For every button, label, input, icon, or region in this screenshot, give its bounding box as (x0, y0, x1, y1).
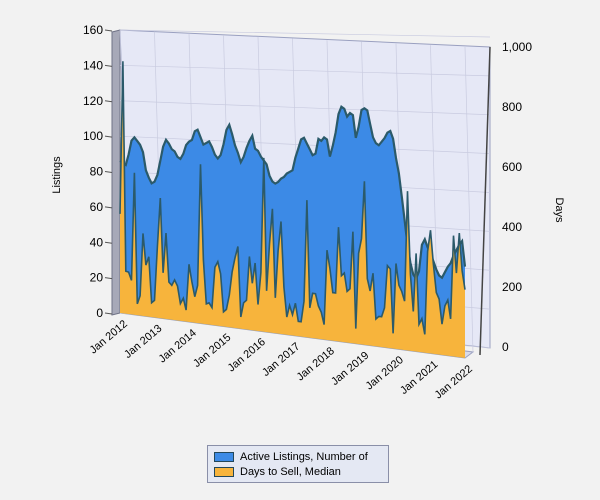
grid-line-h (119, 29, 491, 38)
legend-label-active-listings: Active Listings, Number of (240, 450, 368, 463)
y-tick-mark (104, 29, 113, 32)
y-tick-mark (104, 241, 113, 244)
y-tick-label: 0 (96, 306, 103, 320)
y2-tick-label: 800 (502, 100, 522, 114)
y-tick-label: 160 (83, 23, 103, 37)
plot-left-wall (111, 29, 121, 316)
legend-swatch-days-to-sell (214, 466, 234, 477)
grid-line-v (464, 46, 474, 354)
y2-tick-label: 0 (502, 340, 509, 354)
y-tick-label: 120 (83, 94, 103, 108)
y-tick-label: 100 (83, 129, 103, 143)
y-tick-mark (104, 171, 113, 173)
y2-tick-label: 200 (502, 280, 522, 294)
series-days-to-sell-line (119, 61, 466, 335)
series-days-to-sell-area (120, 61, 465, 359)
y-tick-mark (104, 135, 113, 138)
y-tick-mark (104, 312, 113, 315)
y2-tick-label: 600 (502, 160, 522, 174)
y2-tick-label: 1,000 (502, 40, 532, 54)
y2-axis-title: Days (553, 197, 565, 223)
grid-line-h (119, 100, 491, 116)
y-tick-label: 40 (90, 235, 104, 249)
legend: Active Listings, Number of Days to Sell,… (207, 445, 389, 483)
grid-line-h (119, 65, 491, 77)
legend-swatch-active-listings (214, 451, 234, 462)
y-tick-mark (104, 277, 113, 280)
y-tick-label: 140 (83, 58, 103, 72)
legend-item-days-to-sell: Days to Sell, Median (214, 464, 382, 479)
legend-label-days-to-sell: Days to Sell, Median (240, 465, 341, 478)
y-tick-mark (104, 206, 113, 209)
legend-item-active-listings: Active Listings, Number of (214, 449, 382, 464)
y-tick-mark (104, 100, 113, 103)
y2-axis-line (479, 46, 491, 356)
y-tick-label: 20 (90, 271, 104, 285)
y-tick-label: 80 (90, 165, 104, 179)
y-axis-title: Listings (51, 156, 63, 194)
y-tick-label: 60 (90, 200, 104, 214)
y-tick-mark (104, 64, 113, 67)
y2-tick-label: 400 (502, 220, 522, 234)
